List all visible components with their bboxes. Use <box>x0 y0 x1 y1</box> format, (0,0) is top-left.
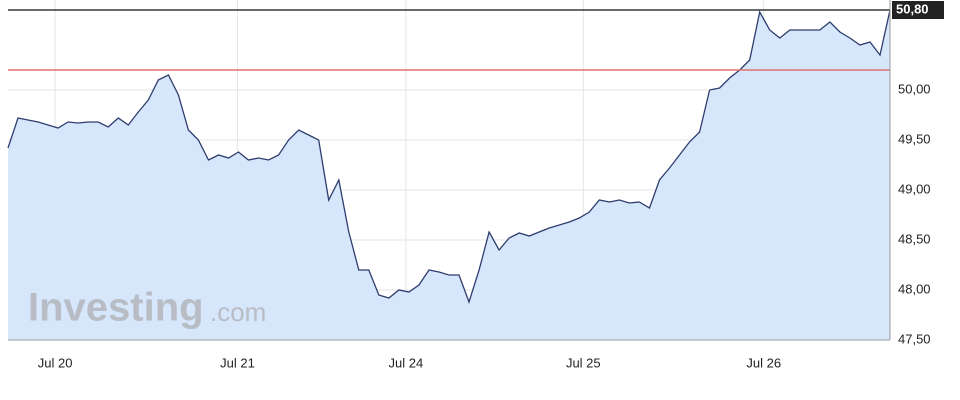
y-tick-label: 48,50 <box>898 231 931 246</box>
x-tick-label: Jul 25 <box>566 355 601 370</box>
y-tick-label: 49,50 <box>898 131 931 146</box>
area <box>8 10 890 340</box>
x-tick-label: Jul 21 <box>220 355 255 370</box>
y-tick-label: 50,00 <box>898 81 931 96</box>
x-tick-label: Jul 20 <box>38 355 73 370</box>
y-tick-label: 47,50 <box>898 331 931 346</box>
x-tick-label: Jul 26 <box>746 355 781 370</box>
x-tick-label: Jul 24 <box>389 355 424 370</box>
watermark: Investing <box>28 286 204 330</box>
last-price-box <box>892 1 944 19</box>
watermark-suffix: .com <box>210 297 266 327</box>
last-price-label: 50,80 <box>896 1 929 16</box>
price-line <box>7 9 891 305</box>
y-tick-label: 48,00 <box>898 281 931 296</box>
y-tick-label: 49,00 <box>898 181 931 196</box>
